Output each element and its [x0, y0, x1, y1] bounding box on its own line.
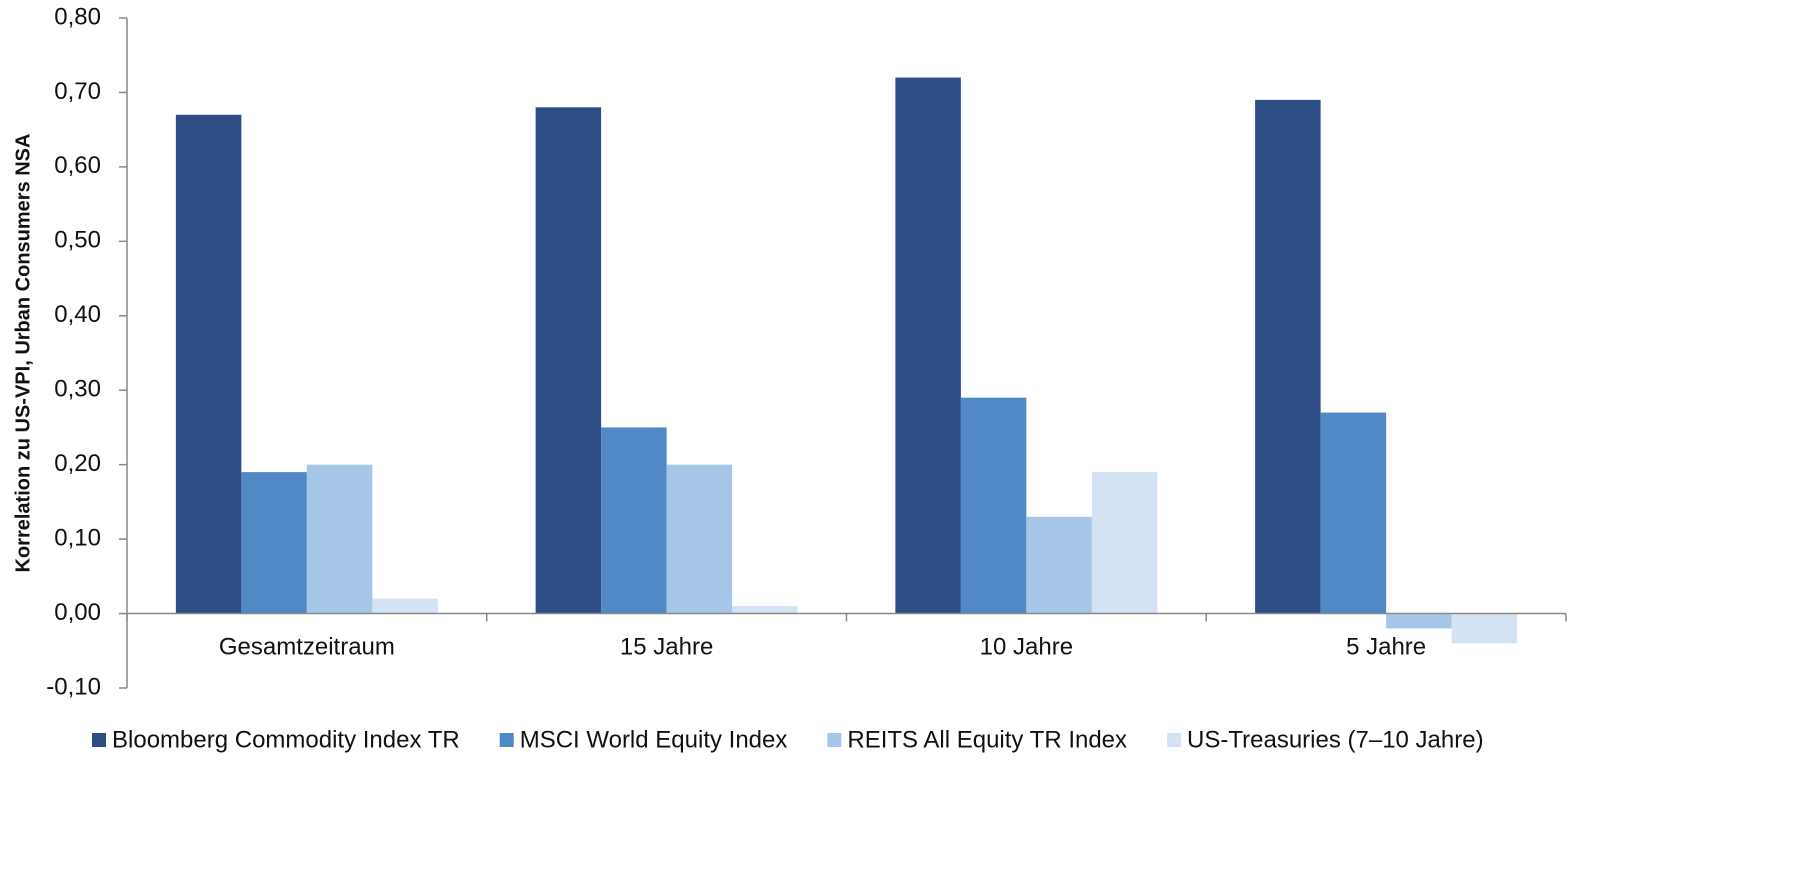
bar [372, 598, 438, 614]
bar [1320, 412, 1387, 614]
bar [1386, 613, 1452, 629]
y-tick-label: 0,80 [54, 3, 101, 30]
y-tick-label: -0,10 [46, 673, 101, 700]
y-tick-label: 0,70 [54, 78, 101, 105]
bar [960, 397, 1027, 614]
legend-label: REITS All Equity TR Index [847, 726, 1127, 753]
legend-label: MSCI World Equity Index [520, 726, 788, 753]
legend-label: US-Treasuries (7–10 Jahre) [1187, 726, 1484, 753]
x-tick-label: 15 Jahre [620, 633, 713, 660]
bar [1091, 472, 1158, 614]
y-tick-label: 0,30 [54, 376, 101, 403]
bar [1451, 613, 1518, 644]
bar [601, 427, 667, 614]
legend-swatch [1167, 733, 1182, 747]
legend-swatch [499, 733, 514, 747]
x-tick-label: Gesamtzeitraum [219, 633, 395, 660]
legend-swatch [827, 733, 842, 747]
bar [732, 606, 798, 614]
bar [1026, 516, 1092, 614]
bar [175, 114, 242, 614]
bar [895, 77, 961, 614]
y-axis-title: Korrelation zu US-VPI, Urban Consumers N… [12, 134, 34, 573]
x-tick-label: 10 Jahre [980, 633, 1073, 660]
y-tick-label: 0,40 [54, 301, 101, 328]
bar [535, 107, 602, 614]
y-tick-label: 0,20 [54, 450, 101, 477]
bar [241, 472, 307, 614]
bar [1255, 99, 1321, 614]
bar [306, 464, 373, 614]
y-tick-label: 0,60 [54, 152, 101, 179]
y-tick-label: 0,10 [54, 524, 101, 551]
bar [666, 464, 733, 614]
x-tick-label: 5 Jahre [1346, 633, 1426, 660]
legend-label: Bloomberg Commodity Index TR [112, 726, 460, 753]
legend-swatch [92, 733, 106, 747]
y-tick-label: 0,00 [54, 599, 101, 626]
y-tick-label: 0,50 [54, 227, 101, 254]
